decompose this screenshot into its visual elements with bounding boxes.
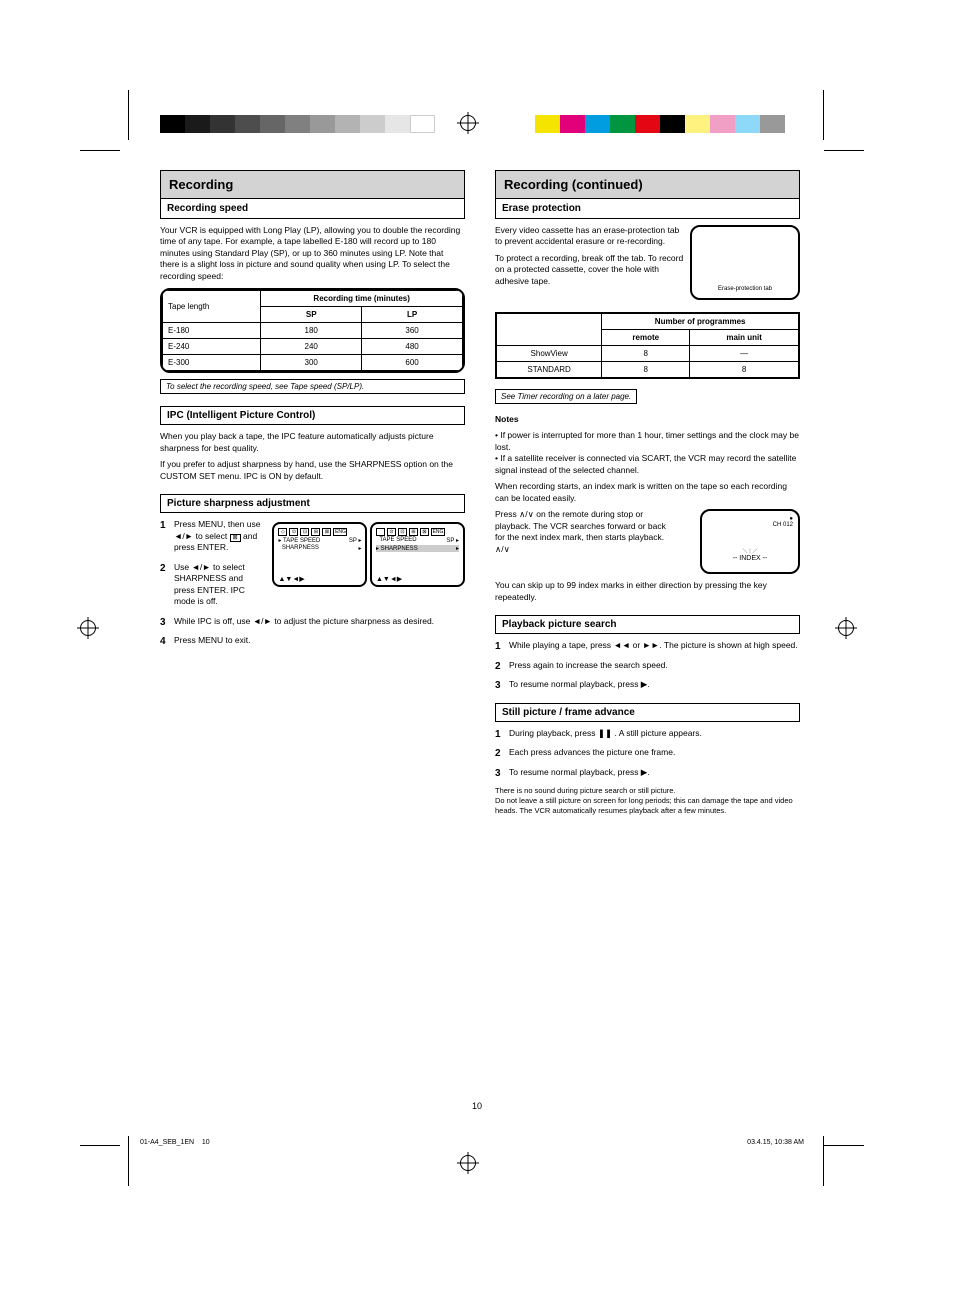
sharp-step-4: 4 Press MENU to exit. (160, 635, 465, 646)
index-text-3: You can skip up to 99 index marks in eit… (495, 580, 800, 603)
td: — (690, 346, 799, 362)
crop-mark (824, 1145, 864, 1146)
lcd-menu-2: ⊙⊡⊞⊠ENG TAPE SPEEDSP ▸ ▸ SHARPNESS▸ ▲▼◄▶ (370, 522, 465, 587)
up-down-icon: ∧/∨ (495, 544, 510, 554)
td: 180 (261, 323, 362, 339)
page-number: 10 (472, 1101, 482, 1111)
sharp-step-2: 2 Use ◄/► to select SHARPNESS and press … (160, 562, 264, 608)
td: 240 (261, 339, 362, 355)
ipc-intro: When you play back a tape, the IPC featu… (160, 431, 465, 454)
picsearch-step-3: 3To resume normal playback, press ▶. (495, 679, 800, 690)
speed-caption: To select the recording speed, see Tape … (160, 379, 465, 394)
gray-calibration-bar (160, 115, 435, 133)
crop-mark (128, 1136, 129, 1186)
th-lp: LP (362, 307, 463, 323)
lcd-menu-1: ◇⊙⊡⊞⊠ENG ▸ TAPE SPEEDSP ▸ SHARPNESS▸ ▲▼◄… (272, 522, 367, 587)
td: 300 (261, 355, 362, 371)
triangle-left-icon: ◄ (253, 616, 261, 626)
still-step-2: 2Each press advances the picture one fra… (495, 747, 800, 758)
section-recording: Recording (160, 170, 465, 199)
th-tape: Tape length (163, 291, 261, 323)
registration-mark-icon (838, 620, 854, 636)
footer-date: 03.4.15, 10:38 AM (747, 1139, 804, 1146)
pause-icon: ❚❚ (598, 728, 612, 738)
ipc-header: IPC (Intelligent Picture Control) (160, 406, 465, 425)
picsearch-header: Playback picture search (495, 615, 800, 634)
lcd-index: ●CH 012 ＼｜／ -- INDEX -- (700, 509, 800, 574)
crop-mark (80, 150, 120, 151)
right-column: Recording (continued) Erase protection E… (495, 170, 800, 821)
th-remote: remote (602, 330, 690, 346)
registration-mark-icon (80, 620, 96, 636)
picsearch-step-2: 2Press again to increase the search spee… (495, 660, 800, 671)
sharp-step-1: 1 Press MENU, then use ◄/► to select ⊠ a… (160, 519, 264, 553)
speed-intro: Your VCR is equipped with Long Play (LP)… (160, 225, 465, 282)
ipc-body: If you prefer to adjust sharpness by han… (160, 459, 465, 482)
td: E-240 (163, 339, 261, 355)
th-rectime: Recording time (minutes) (261, 291, 463, 307)
crop-mark (823, 1136, 824, 1186)
color-calibration-bar (535, 115, 785, 133)
th-sp: SP (261, 307, 362, 323)
registration-mark-icon (460, 115, 476, 131)
triangle-left-icon: ◄ (174, 531, 182, 541)
speed-table: Tape lengthRecording time (minutes) SPLP… (160, 288, 465, 373)
td: 600 (362, 355, 463, 371)
still-header: Still picture / frame advance (495, 703, 800, 722)
custom-icon: ⊠ (230, 534, 241, 542)
still-step-1: 1 During playback, press ❚❚ . A still pi… (495, 728, 800, 739)
th-main: main unit (690, 330, 799, 346)
td: 480 (362, 339, 463, 355)
th-empty (497, 314, 602, 346)
triangle-right-icon: ► (185, 531, 193, 541)
subheader-erase: Erase protection (495, 199, 800, 219)
th-numprog: Number of programmes (602, 314, 799, 330)
max-table: Number of programmes remotemain unit Sho… (495, 312, 800, 379)
crop-mark (824, 150, 864, 151)
td: 360 (362, 323, 463, 339)
section-recording-cont: Recording (continued) (495, 170, 800, 199)
erase-tab-diagram: Erase-protection tab (690, 225, 800, 300)
left-column: Recording Recording speed Your VCR is eq… (160, 170, 465, 821)
subheader-speed: Recording speed (160, 199, 465, 219)
crop-mark (823, 90, 824, 140)
crop-mark (128, 90, 129, 140)
td: 8 (690, 362, 799, 378)
td: E-180 (163, 323, 261, 339)
triangle-right-icon: ► (264, 616, 272, 626)
still-note: There is no sound during picture search … (495, 786, 800, 816)
td: 8 (602, 362, 690, 378)
sharpness-header: Picture sharpness adjustment (160, 494, 465, 513)
index-text-1: When recording starts, an index mark is … (495, 481, 800, 504)
registration-mark-icon (460, 1155, 476, 1171)
td: 8 (602, 346, 690, 362)
index-text-2: Press ∧/∨ on the remote during stop or p… (495, 509, 675, 555)
td: ShowView (497, 346, 602, 362)
notes-body: • If power is interrupted for more than … (495, 430, 800, 476)
notes-header: Notes (495, 414, 800, 425)
sharp-step-3: 3 While IPC is off, use ◄/► to adjust th… (160, 616, 465, 627)
crop-mark (80, 1145, 120, 1146)
max-caption: See Timer recording on a later page. (495, 389, 637, 404)
footer-label: 01-A4_SEB_1EN 10 (140, 1139, 210, 1146)
td: STANDARD (497, 362, 602, 378)
still-step-3: 3To resume normal playback, press ▶. (495, 767, 800, 778)
picsearch-step-1: 1While playing a tape, press ◄◄ or ►►. T… (495, 640, 800, 651)
td: E-300 (163, 355, 261, 371)
